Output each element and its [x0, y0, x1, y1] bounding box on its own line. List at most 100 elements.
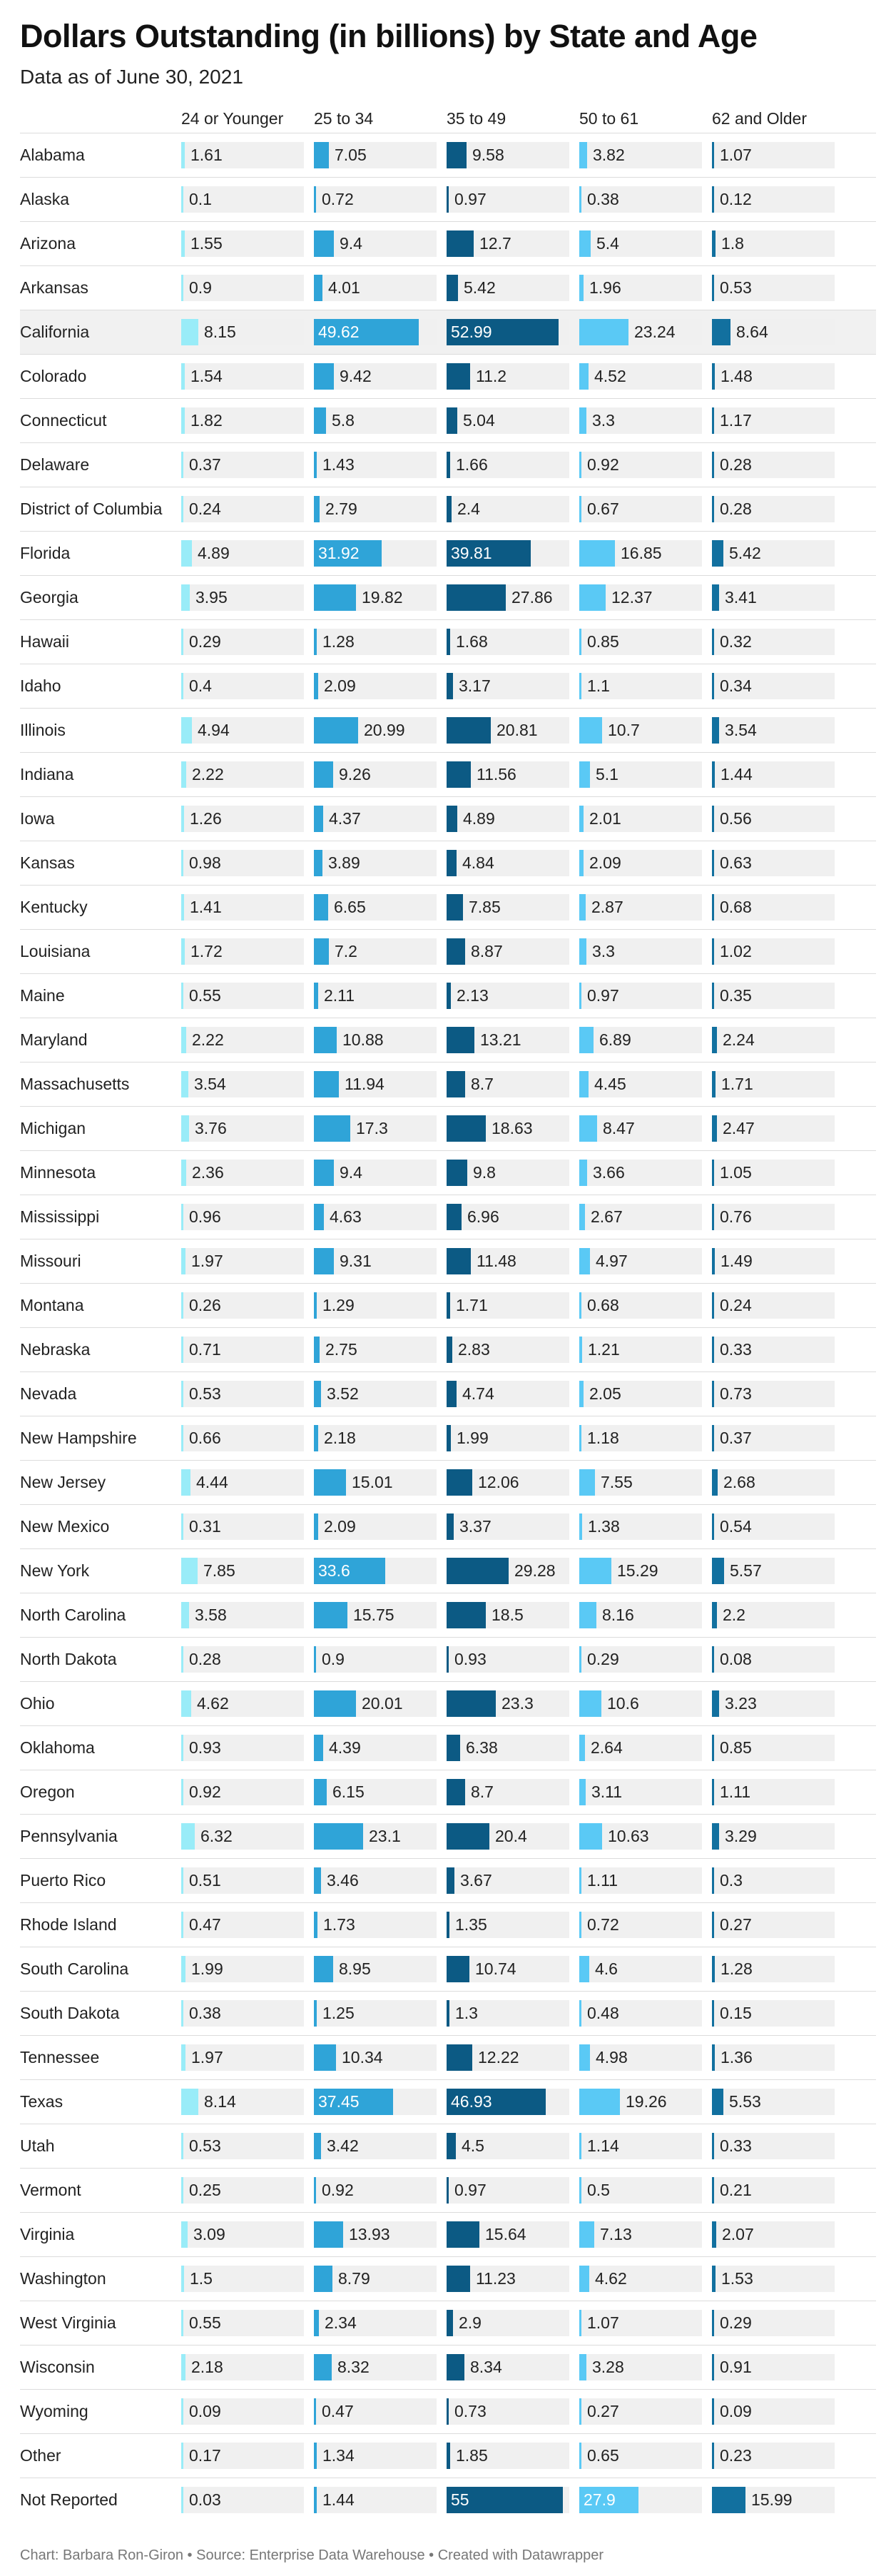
state-label: Utah — [20, 2136, 55, 2155]
value-cell: 1.17 — [712, 407, 835, 434]
value-label: 1.8 — [721, 234, 744, 253]
value-bar — [181, 2443, 183, 2469]
value-label: 2.4 — [457, 500, 480, 518]
value-label: 0.55 — [189, 2313, 221, 2332]
table-row: Colorado 1.54 9.42 11.2 4.52 1.48 — [20, 354, 876, 398]
value-cell: 8.7 — [447, 1071, 569, 1097]
value-bar — [447, 1823, 489, 1850]
value-bar — [314, 1027, 337, 1053]
value-label: 7.85 — [203, 1561, 235, 1580]
value-label: 0.9 — [322, 1650, 345, 1668]
table-row: Pennsylvania 6.32 23.1 20.4 10.63 3.29 — [20, 1814, 876, 1858]
value-label: 4.37 — [329, 809, 361, 828]
value-label: 0.24 — [189, 500, 221, 518]
value-bar — [447, 407, 457, 434]
value-label: 8.7 — [471, 1075, 494, 1093]
state-label: Oregon — [20, 1783, 75, 1801]
value-label: 15.64 — [485, 2225, 526, 2243]
value-label: 4.89 — [198, 544, 230, 562]
state-label: North Carolina — [20, 1606, 126, 1624]
value-bar — [314, 2133, 321, 2159]
value-bar — [314, 1735, 323, 1761]
value-bar — [712, 2000, 714, 2027]
value-cell: 0.92 — [314, 2177, 437, 2204]
value-bar — [712, 2354, 714, 2380]
value-cell: 0.55 — [181, 2310, 304, 2336]
value-label: 0.17 — [189, 2446, 221, 2465]
value-cell: 0.17 — [181, 2443, 304, 2469]
value-cell: 2.13 — [447, 983, 569, 1009]
value-cell: 0.28 — [712, 452, 835, 478]
value-bar — [712, 2310, 714, 2336]
value-bar — [712, 1204, 714, 1230]
value-label: 1.28 — [721, 1959, 753, 1978]
value-label: 3.41 — [725, 588, 757, 607]
value-bar — [712, 894, 714, 921]
value-label: 4.74 — [462, 1384, 494, 1403]
column-header: 24 or Younger — [181, 109, 284, 128]
value-label: 0.48 — [587, 2004, 619, 2022]
value-cell: 15.64 — [447, 2221, 569, 2248]
value-label: 0.28 — [189, 1650, 221, 1668]
value-label: 4.94 — [198, 721, 230, 739]
value-cell: 0.92 — [579, 452, 702, 478]
value-label: 2.24 — [723, 1030, 755, 1049]
value-cell: 0.48 — [579, 2000, 702, 2027]
table-row: Montana 0.26 1.29 1.71 0.68 0.24 — [20, 1283, 876, 1327]
value-label: 0.5 — [587, 2181, 610, 2199]
value-cell: 2.36 — [181, 1160, 304, 1186]
value-bar — [181, 1337, 183, 1363]
value-bar — [447, 452, 450, 478]
value-label: 0.23 — [720, 2446, 752, 2465]
value-cell: 4.98 — [579, 2044, 702, 2071]
value-label: 1.41 — [190, 898, 222, 916]
value-bar — [314, 1469, 346, 1496]
value-label: 1.21 — [588, 1340, 620, 1359]
value-cell: 9.31 — [314, 1248, 437, 1274]
value-label: 0.56 — [720, 809, 752, 828]
value-bar — [579, 319, 628, 345]
state-label: Illinois — [20, 721, 66, 739]
value-cell: 3.11 — [579, 1779, 702, 1805]
state-label: Washington — [20, 2269, 106, 2288]
value-cell: 7.13 — [579, 2221, 702, 2248]
value-bar — [181, 983, 183, 1009]
value-label: 4.89 — [463, 809, 495, 828]
table-row: Alaska 0.1 0.72 0.97 0.38 0.12 — [20, 177, 876, 221]
value-bar — [314, 1115, 350, 1142]
value-bar — [447, 1071, 465, 1097]
value-label: 31.92 — [318, 544, 360, 562]
value-bar — [314, 1602, 347, 1628]
value-cell: 0.15 — [712, 2000, 835, 2027]
value-label: 9.42 — [340, 367, 372, 385]
value-label: 17.3 — [356, 1119, 388, 1137]
value-label: 2.83 — [458, 1340, 490, 1359]
value-cell: 3.3 — [579, 938, 702, 965]
value-cell: 11.2 — [447, 363, 569, 390]
state-label: Alabama — [20, 146, 85, 164]
value-cell: 8.95 — [314, 1956, 437, 1982]
value-bar — [579, 1381, 584, 1407]
value-label: 20.81 — [497, 721, 538, 739]
value-bar — [181, 1956, 185, 1982]
value-label: 1.71 — [721, 1075, 753, 1093]
value-label: 4.5 — [462, 2136, 484, 2155]
value-label: 5.1 — [596, 765, 618, 784]
value-cell: 0.66 — [181, 1425, 304, 1451]
value-cell: 3.66 — [579, 1160, 702, 1186]
value-label: 11.48 — [477, 1252, 516, 1270]
value-label: 52.99 — [451, 323, 492, 341]
value-label: 5.8 — [332, 411, 355, 430]
table-row: Maine 0.55 2.11 2.13 0.97 0.35 — [20, 973, 876, 1018]
state-label: Oklahoma — [20, 1738, 95, 1757]
value-label: 1.61 — [190, 146, 223, 164]
value-cell: 8.87 — [447, 938, 569, 965]
value-label: 2.34 — [325, 2313, 357, 2332]
value-label: 0.9 — [189, 278, 212, 297]
value-label: 1.72 — [190, 942, 223, 960]
value-label: 7.13 — [600, 2225, 632, 2243]
value-label: 1.25 — [322, 2004, 355, 2022]
table-row: Mississippi 0.96 4.63 6.96 2.67 0.76 — [20, 1195, 876, 1239]
value-label: 0.92 — [322, 2181, 354, 2199]
state-label: Hawaii — [20, 632, 70, 651]
